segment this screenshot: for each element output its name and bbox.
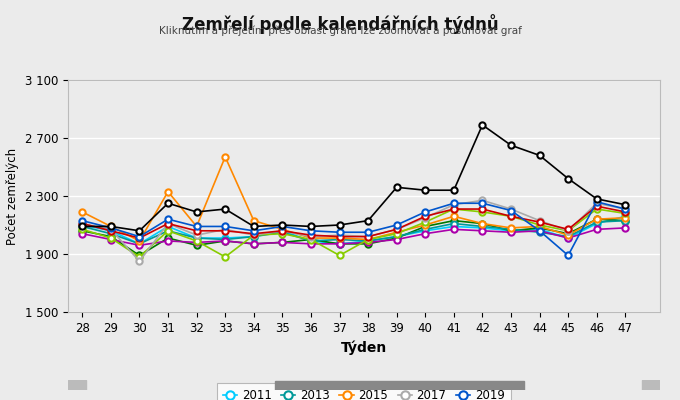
Text: Kliknutím a přejetím přes oblast grafu lze zoomovat a posunovat graf: Kliknutím a přejetím přes oblast grafu l… — [158, 26, 522, 36]
Bar — [275, 380, 524, 390]
Bar — [642, 380, 660, 390]
Text: Zemřelí podle kalendářních týdnů: Zemřelí podle kalendářních týdnů — [182, 14, 498, 34]
Bar — [68, 380, 86, 390]
Legend: 2011, 2012, 2013, 2014, 2015, 2016, 2017, 2018, 2019, 2020: 2011, 2012, 2013, 2014, 2015, 2016, 2017… — [217, 383, 511, 400]
X-axis label: Týden: Týden — [341, 340, 387, 355]
Y-axis label: Počet zemřelých: Počet zemřelých — [6, 148, 19, 244]
